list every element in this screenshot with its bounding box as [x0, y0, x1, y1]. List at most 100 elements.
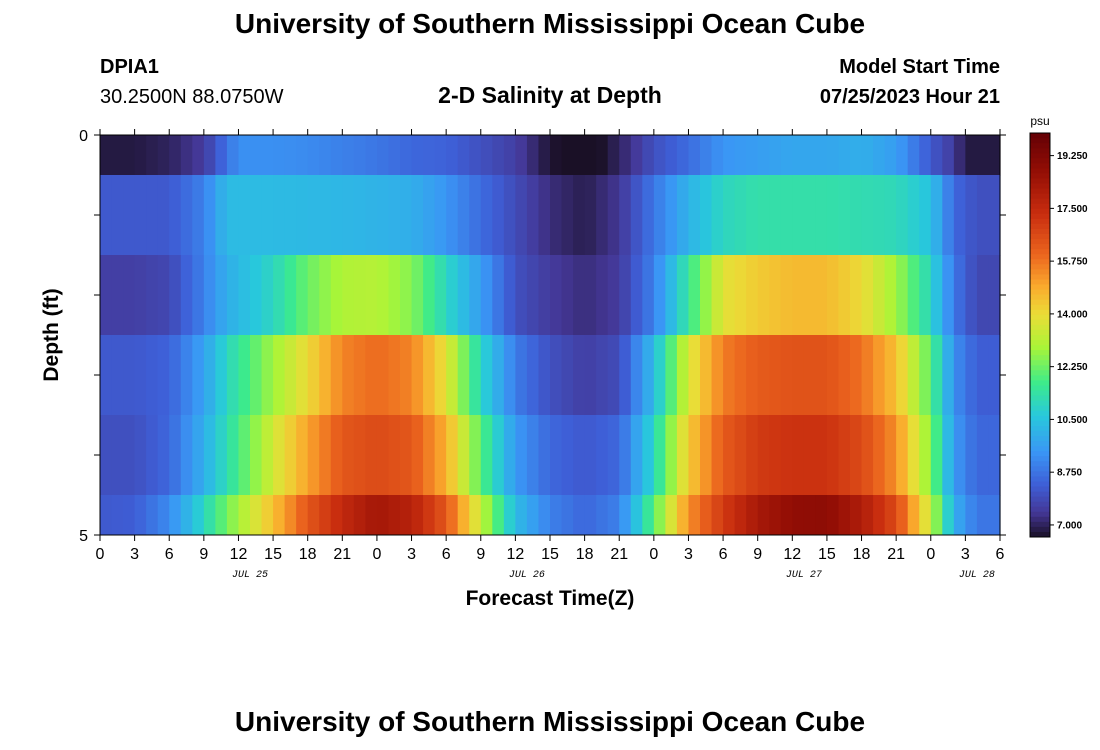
heatmap-cell [723, 175, 736, 256]
heatmap-cell [826, 335, 840, 416]
heatmap-cell [203, 175, 216, 256]
heatmap-cell [503, 495, 516, 536]
heatmap-cell [238, 175, 251, 256]
heatmap-cell [192, 175, 205, 256]
heatmap-cell [665, 495, 678, 536]
heatmap-cell [826, 495, 840, 536]
x-tick-label: 12 [506, 546, 524, 563]
heatmap-cell [503, 335, 516, 416]
heatmap-cell [826, 135, 840, 176]
heatmap-cell [169, 135, 182, 176]
heatmap-cell [134, 495, 147, 536]
heatmap-cell [273, 495, 286, 536]
heatmap-cell [157, 415, 170, 496]
heatmap-cell [619, 255, 632, 336]
colorbar-segment [1030, 168, 1050, 174]
heatmap-cell [411, 255, 424, 336]
heatmap-cell [469, 175, 482, 256]
heatmap-cell [861, 175, 874, 256]
heatmap-cell [446, 135, 459, 176]
heatmap-cell [353, 175, 366, 256]
heatmap-cell [503, 135, 516, 176]
heatmap-cell [896, 335, 909, 416]
heatmap-cell [746, 175, 759, 256]
heatmap-cell [411, 135, 424, 176]
colorbar-segment [1030, 239, 1050, 245]
heatmap-cell [676, 175, 690, 256]
heatmap-cell [388, 495, 401, 536]
colorbar-segment [1030, 208, 1050, 215]
heatmap-cell [988, 415, 1001, 496]
heatmap-cell [169, 255, 182, 336]
x-tick-label: 6 [165, 546, 174, 563]
colorbar-segment [1030, 350, 1050, 356]
heatmap-cell [307, 335, 320, 416]
colorbar-segment [1030, 370, 1050, 376]
x-tick-label: 6 [996, 546, 1005, 563]
heatmap-cell [203, 495, 216, 536]
heatmap-cell [769, 255, 782, 336]
heatmap-cell [238, 335, 251, 416]
heatmap-cell [826, 415, 840, 496]
heatmap-cell [630, 495, 643, 536]
heatmap-cell [953, 135, 966, 176]
heatmap-cell [711, 255, 724, 336]
heatmap-cell [700, 495, 713, 536]
heatmap-cell [653, 135, 666, 176]
heatmap-cell [215, 255, 228, 336]
heatmap-cell [596, 175, 609, 256]
heatmap-cell [192, 255, 205, 336]
heatmap-cell [746, 415, 759, 496]
heatmap-cell [250, 175, 263, 256]
heatmap-cell [203, 415, 216, 496]
heatmap-cell [134, 255, 147, 336]
heatmap-cell [711, 135, 724, 176]
heatmap-cell [353, 135, 366, 176]
heatmap-cell [434, 415, 447, 496]
heatmap-cell [688, 175, 701, 256]
heatmap-cell [100, 135, 113, 176]
heatmap-cell [653, 335, 666, 416]
heatmap-cell [157, 255, 170, 336]
heatmap-cell [469, 135, 482, 176]
heatmap-cell [157, 175, 170, 256]
heatmap-cell [734, 255, 747, 336]
heatmap-cell [192, 135, 205, 176]
heatmap-cell [273, 335, 286, 416]
heatmap-cell [988, 135, 1001, 176]
heatmap-cell [976, 175, 990, 256]
heatmap-cell [919, 495, 932, 536]
heatmap-cell [734, 135, 747, 176]
x-tick-label: 21 [333, 546, 351, 563]
heatmap-cell [700, 335, 713, 416]
colorbar-segment [1030, 511, 1050, 518]
heatmap-cell [873, 255, 886, 336]
heatmap-cell [976, 135, 990, 176]
heatmap-cell [965, 255, 978, 336]
heatmap-cell [619, 135, 632, 176]
heatmap-cell [700, 255, 713, 336]
heatmap-cell [584, 415, 597, 496]
heatmap-cell [769, 135, 782, 176]
heatmap-cell [630, 255, 643, 336]
heatmap-cell [584, 175, 597, 256]
heatmap-cell [261, 495, 274, 536]
heatmap-cell [896, 135, 909, 176]
heatmap-cell [573, 415, 586, 496]
heatmap-cell [988, 495, 1001, 536]
heatmap-cell [619, 335, 632, 416]
heatmap-cell [261, 255, 274, 336]
heatmap-cell [319, 255, 332, 336]
heatmap-cell [596, 495, 609, 536]
heatmap-cell [850, 415, 863, 496]
heatmap-cell [792, 415, 805, 496]
colorbar-unit: psu [1030, 114, 1049, 128]
heatmap-cell [757, 335, 770, 416]
heatmap-cell [850, 175, 863, 256]
heatmap-cell [192, 495, 205, 536]
colorbar-segment [1030, 148, 1050, 154]
x-tick-label: 15 [264, 546, 282, 563]
heatmap-cell [134, 135, 147, 176]
heatmap-cell [596, 415, 609, 496]
heatmap-cell [226, 255, 240, 336]
